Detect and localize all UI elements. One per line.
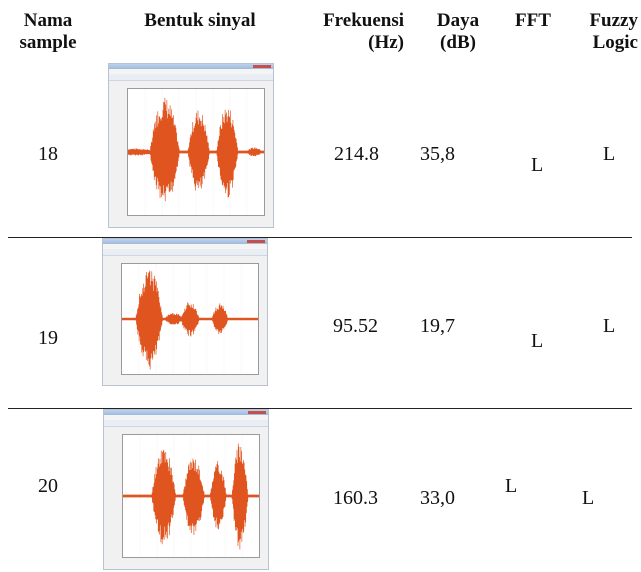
header-daya-line2: (dB) (440, 32, 476, 53)
row-19-fuzzy: L (603, 315, 616, 337)
row-19-frekuensi: 95.52 (333, 315, 378, 337)
window-menubar (104, 415, 268, 420)
waveform-svg (128, 89, 264, 215)
signal-plot (121, 263, 259, 375)
header-fuzzy-logic: Fuzzy Logic (578, 10, 638, 54)
signal-waveform (128, 97, 264, 202)
signal-plot (127, 88, 265, 216)
window-close-icon (248, 411, 266, 414)
window-toolbar (104, 420, 268, 427)
header-daya-line1: Daya (436, 10, 480, 31)
window-toolbar (109, 74, 273, 81)
header-fuzzy-line2: Logic (592, 32, 638, 53)
header-frekuensi: Frekuensi (Hz) (316, 10, 404, 54)
row-19-daya: 19,7 (420, 315, 455, 337)
row-18-fuzzy: L (603, 143, 616, 165)
row-18-daya: 35,8 (420, 143, 455, 165)
row-20-signal-thumbnail (103, 409, 269, 570)
window-menubar (109, 69, 273, 74)
window-titlebar (104, 410, 268, 415)
window-toolbar (103, 249, 267, 256)
window-menubar (103, 244, 267, 249)
row-19-fft: L (531, 330, 544, 352)
header-frekuensi-line1: Frekuensi (323, 10, 404, 31)
row-20-fft: L (505, 475, 518, 497)
row-20-frekuensi: 160.3 (333, 487, 378, 509)
signal-waveform (122, 270, 258, 370)
row-18-sample: 18 (38, 143, 58, 165)
row-divider (8, 408, 632, 409)
window-titlebar (109, 64, 273, 69)
header-nama-sample: Nama sample (8, 10, 88, 54)
window-close-icon (247, 240, 265, 243)
header-fft-label: FFT (515, 10, 551, 31)
signal-plot (122, 434, 260, 558)
row-18-fft: L (531, 154, 544, 176)
row-18-signal-thumbnail (108, 63, 274, 228)
header-fuzzy-line1: Fuzzy (589, 10, 638, 31)
row-18-frekuensi: 214.8 (334, 143, 379, 165)
header-nama-line2: sample (19, 32, 77, 53)
window-titlebar (103, 239, 267, 244)
header-nama-line1: Nama (23, 10, 73, 31)
waveform-svg (122, 264, 258, 374)
row-20-fuzzy: L (582, 487, 595, 509)
row-19-sample: 19 (38, 327, 58, 349)
waveform-svg (123, 435, 259, 557)
window-close-icon (253, 65, 271, 68)
header-frekuensi-line2: (Hz) (368, 32, 404, 53)
header-daya: Daya (dB) (430, 10, 486, 54)
row-20-sample: 20 (38, 475, 58, 497)
signal-waveform (123, 443, 259, 550)
row-19-signal-thumbnail (102, 238, 268, 386)
row-divider (8, 237, 632, 238)
header-fft: FFT (508, 10, 558, 32)
header-bentuk-sinyal: Bentuk sinyal (110, 10, 290, 32)
header-bentuk-label: Bentuk sinyal (144, 10, 256, 31)
row-20-daya: 33,0 (420, 487, 455, 509)
